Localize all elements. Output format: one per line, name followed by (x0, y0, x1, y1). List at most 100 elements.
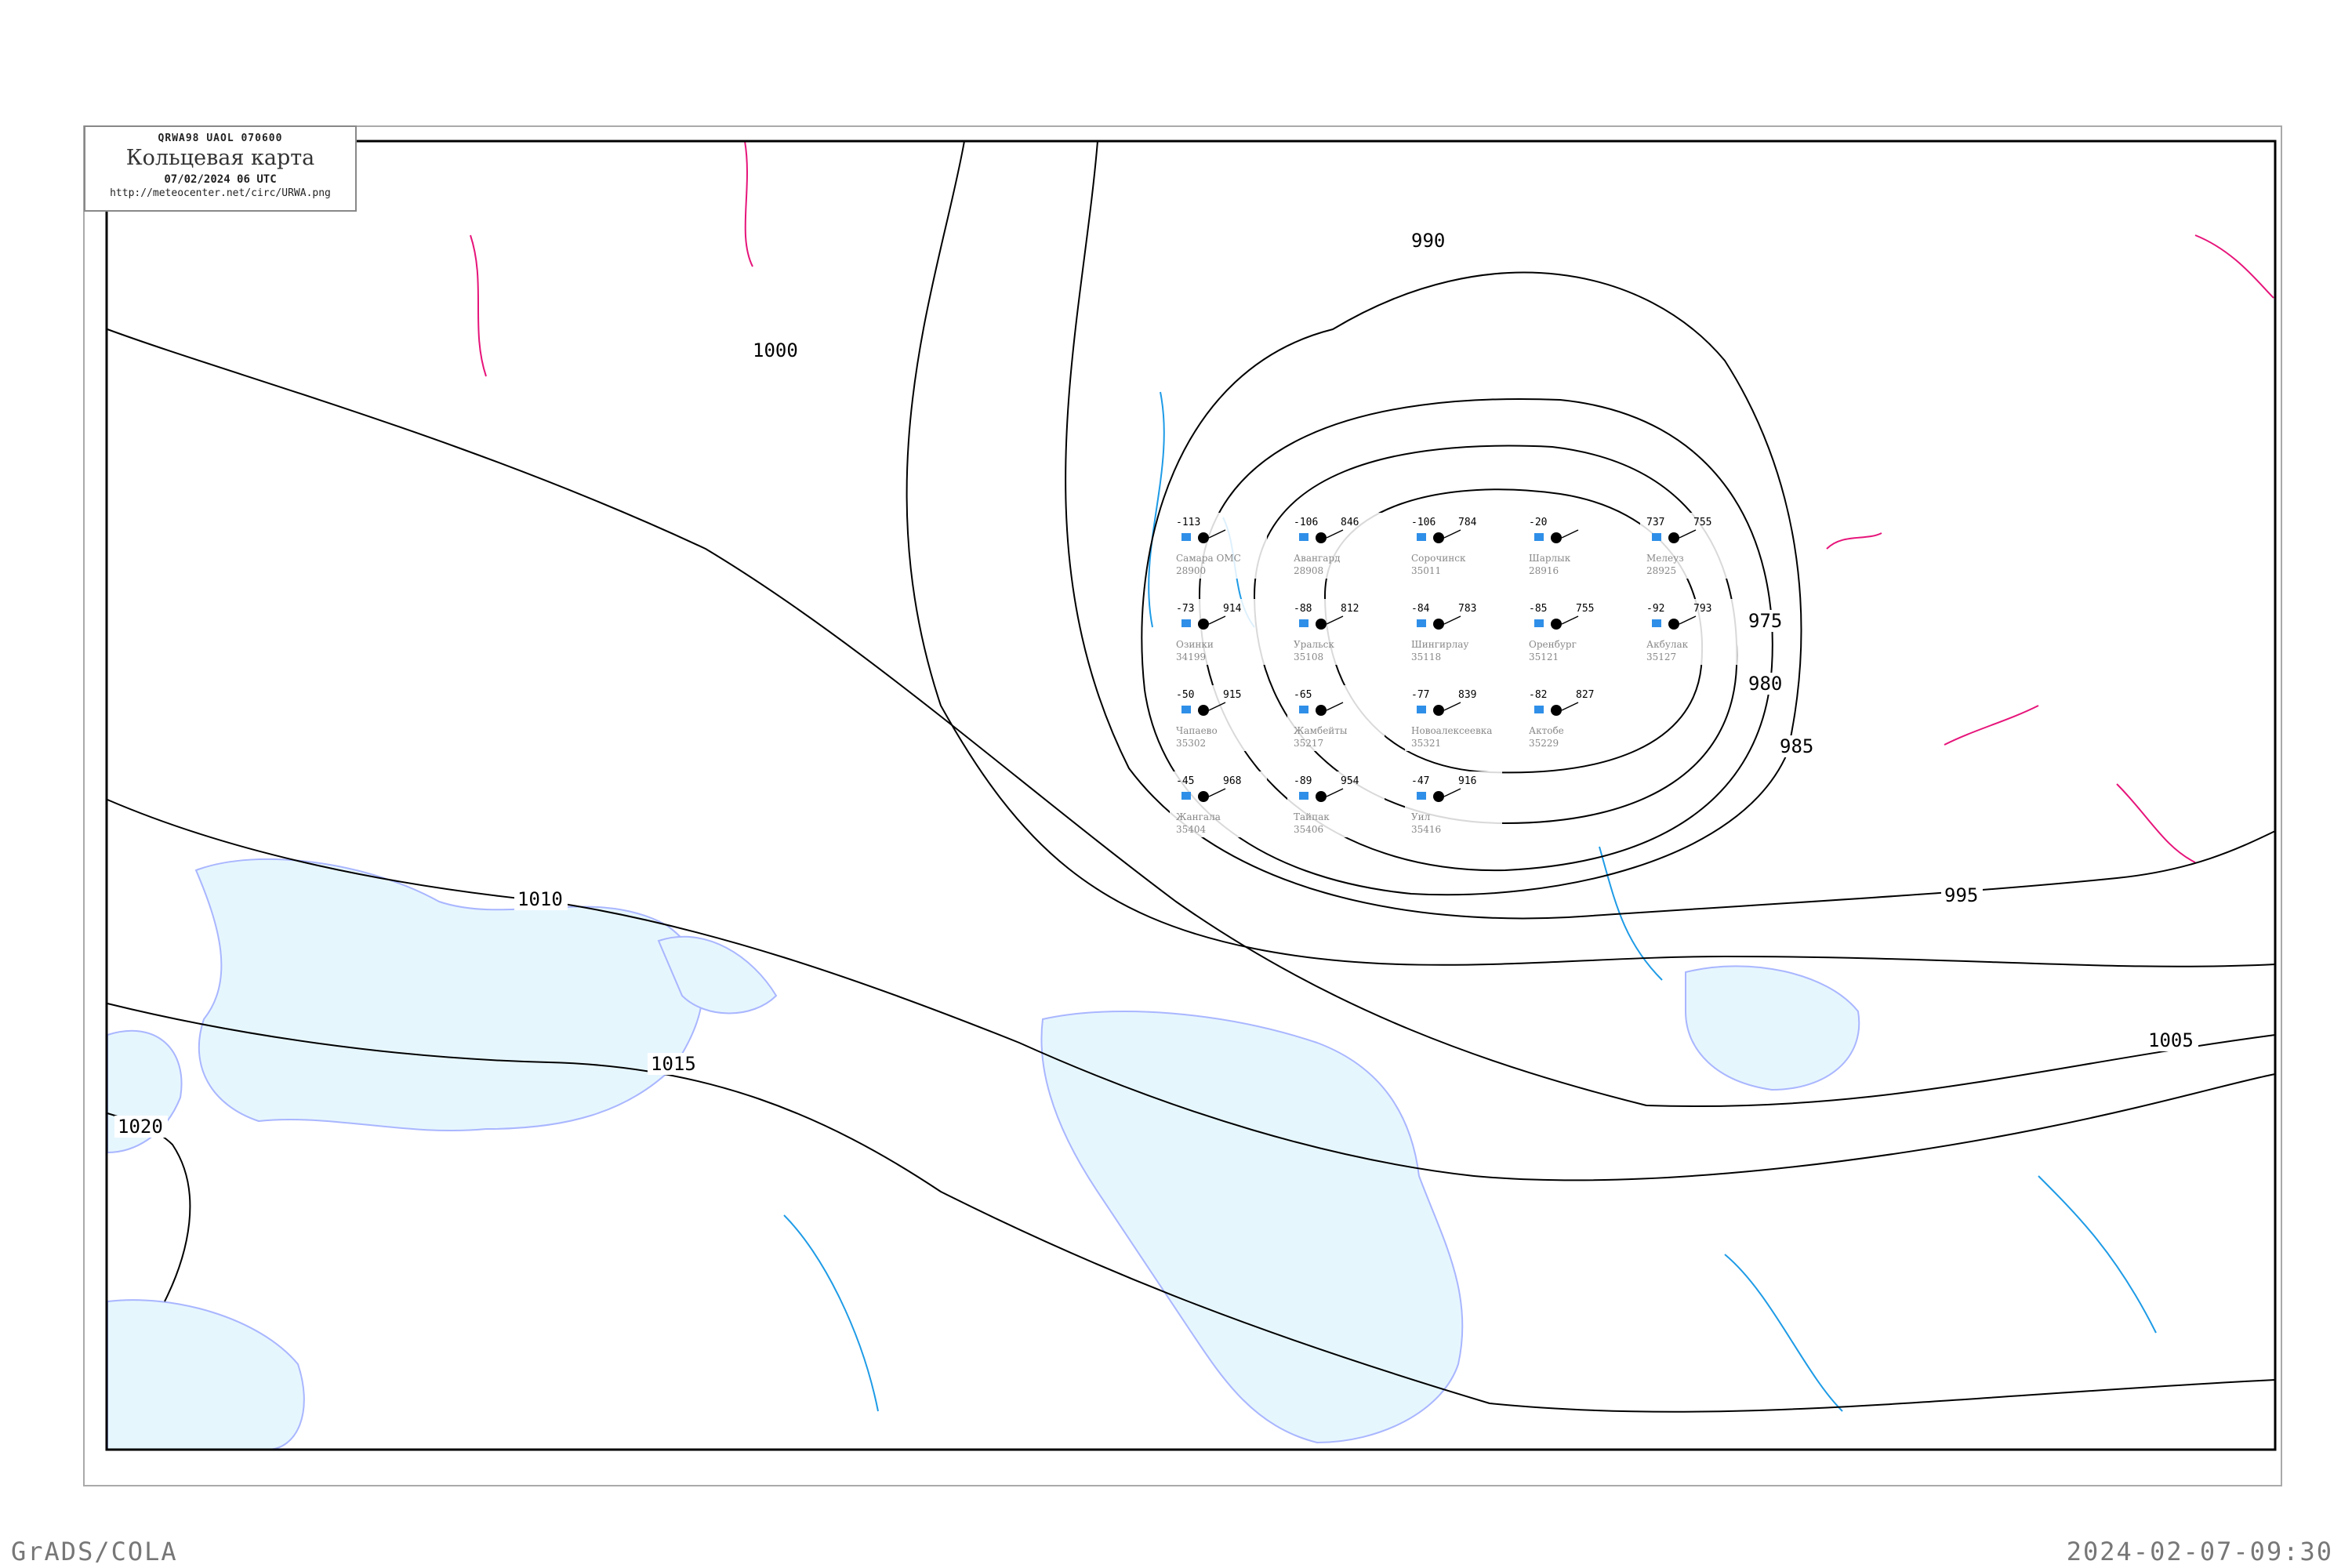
station-index: 35229 (1529, 738, 1559, 749)
station-pressure: 812 (1341, 603, 1359, 615)
caspian-sea (1040, 1011, 1464, 1444)
cloud-cover-icon (1433, 619, 1444, 630)
station-name: Уил (1411, 811, 1431, 822)
isobar-label: 985 (1780, 735, 1813, 757)
station-index: 28900 (1176, 565, 1206, 576)
station-plot-bg (1523, 513, 1620, 579)
station-plot-bg (1405, 685, 1502, 751)
station-35321: -77 839 Новоалексеевка 35321 (1405, 685, 1502, 751)
wind-barb-icon (1443, 702, 1461, 711)
station-pressure: 915 (1223, 689, 1241, 701)
cloud-cover-icon (1551, 532, 1562, 543)
cloud-cover-icon (1433, 532, 1444, 543)
wind-barb-icon (1443, 615, 1461, 625)
station-index: 35121 (1529, 652, 1559, 662)
isobar-1000 (906, 140, 2276, 967)
cloud-cover-icon (1198, 619, 1209, 630)
isotherm-line (1599, 846, 1663, 981)
isobar-995 (1065, 140, 2276, 920)
station-name: Чапаево (1176, 725, 1218, 736)
precip-marker (1181, 792, 1191, 800)
station-temp: -85 (1529, 603, 1547, 615)
station-name: Акбулак (1646, 639, 1689, 650)
precip-marker (1417, 619, 1426, 627)
isobar-label-bg (750, 339, 803, 361)
water-bodies (107, 858, 1860, 1450)
station-name: Оренбург (1529, 639, 1577, 650)
cloud-cover-icon (1668, 532, 1679, 543)
isobar-label: 1000 (753, 339, 798, 361)
station-index: 35416 (1411, 824, 1441, 835)
station-temp: -82 (1529, 689, 1547, 701)
isobar-label: 990 (1411, 230, 1445, 252)
station-index: 35321 (1411, 738, 1441, 749)
station-temp: -106 (1411, 517, 1436, 528)
station-temp: -113 (1176, 517, 1200, 528)
station-plot-bg (1170, 513, 1267, 579)
station-name: Жангала (1176, 811, 1221, 822)
station-temp: -50 (1176, 689, 1194, 701)
isobar-1010 (107, 799, 2276, 1181)
station-index: 28916 (1529, 565, 1559, 576)
station-name: Самара ОМС (1176, 553, 1241, 564)
isotherm-line (1148, 391, 1165, 628)
isobar-label-bg (648, 1053, 701, 1075)
wind-barb-icon (1208, 615, 1226, 625)
isobar-990 (1141, 271, 1802, 896)
station-temp: -92 (1646, 603, 1664, 615)
station-index: 35406 (1294, 824, 1323, 835)
isobar-1015 (107, 1003, 2276, 1413)
station-name: Тайпак (1294, 811, 1330, 822)
mediterranean-sea (107, 1299, 305, 1450)
precip-marker (1417, 706, 1426, 713)
cloud-cover-icon (1668, 619, 1679, 630)
station-plot-bg (1170, 771, 1267, 837)
station-name: Шингирлау (1411, 639, 1469, 650)
station-pressure: 783 (1458, 603, 1476, 615)
cloud-cover-icon (1316, 791, 1327, 802)
station-temp: -106 (1294, 517, 1318, 528)
isobar-label: 1020 (118, 1116, 163, 1138)
station-temp: -47 (1411, 775, 1429, 787)
cloud-cover-icon (1433, 791, 1444, 802)
station-name: Озинки (1176, 639, 1214, 650)
precip-marker (1417, 533, 1426, 541)
station-plot-bg (1287, 513, 1385, 579)
station-34199: -73 914 Озинки 34199 (1170, 599, 1267, 665)
station-temp: -88 (1294, 603, 1312, 615)
isotherm-line (1724, 1254, 1843, 1412)
precip-marker (1299, 533, 1308, 541)
isobar-1005 (107, 328, 2276, 1108)
aral-sea (1685, 965, 1860, 1091)
station-plot-bg (1640, 513, 1737, 579)
station-pressure: 968 (1223, 775, 1241, 787)
station-pressure: 793 (1693, 603, 1711, 615)
isobar-label: 980 (1748, 673, 1782, 695)
station-temp: -65 (1294, 689, 1312, 701)
wind-barb-icon (1208, 529, 1226, 539)
precip-marker (1299, 792, 1308, 800)
isobar-label: 1005 (2148, 1029, 2194, 1051)
isotherm-line (783, 1214, 879, 1412)
station-plot-bg (1170, 599, 1267, 665)
station-plot-bg (1640, 599, 1737, 665)
station-pressure: 755 (1693, 517, 1711, 528)
station-35416: -47 916 Уил 35416 (1405, 771, 1502, 837)
precip-marker (1652, 533, 1661, 541)
station-name: Новоалексеевка (1411, 725, 1492, 736)
station-pressure: 784 (1458, 517, 1477, 528)
bulletin-code: QRWA98 UAOL 070600 (158, 132, 283, 144)
isobar-label: 975 (1748, 610, 1782, 632)
isobar-label-bg (1745, 610, 1787, 632)
station-plot-bg (1170, 685, 1267, 751)
station-temp: -45 (1176, 775, 1194, 787)
source-url: http://meteocenter.net/circ/URWA.png (110, 187, 331, 199)
station-name: Актобе (1529, 725, 1564, 736)
isobar-label-bg (1777, 735, 1818, 757)
precip-marker (1534, 533, 1544, 541)
wind-barb-icon (1208, 702, 1226, 711)
station-name: Шарлык (1529, 553, 1571, 564)
station-index: 35302 (1176, 738, 1206, 749)
